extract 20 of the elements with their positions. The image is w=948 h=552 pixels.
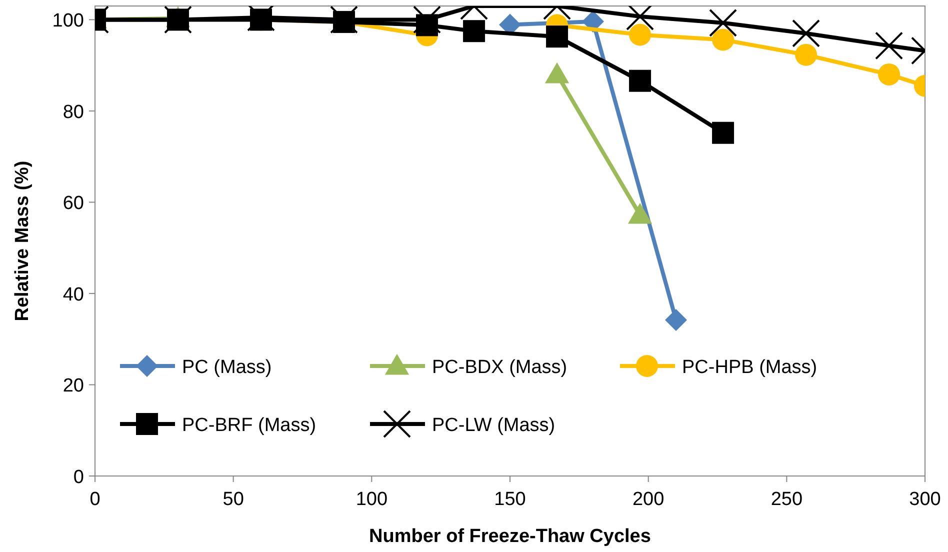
y-tick-label: 40 [62,284,84,306]
y-tick-label: 80 [62,102,84,123]
y-tick-label: 100 [52,10,84,32]
x-tick-label: 50 [222,489,244,510]
x-tick-label: 0 [90,489,100,510]
x-tick-label: 250 [770,489,803,510]
x-axis-title: Number of Freeze-Thaw Cycles [369,526,651,547]
x-tick-label: 100 [356,489,388,510]
y-tick-label: 60 [62,193,84,214]
x-tick-label: 300 [909,489,941,510]
legend-label: PC (Mass) [182,357,272,378]
x-tick-label: 200 [632,489,664,510]
legend-label: PC-LW (Mass) [432,415,556,436]
y-tick-label: 20 [62,376,84,397]
x-tick-label: 150 [494,489,526,510]
legend-label: PC-BDX (Mass) [432,357,568,378]
y-tick-label: 0 [73,467,84,488]
legend-label: PC-BRF (Mass) [182,415,316,436]
y-axis-title: Relative Mass (%) [12,160,33,322]
legend-label: PC-HPB (Mass) [682,357,818,378]
